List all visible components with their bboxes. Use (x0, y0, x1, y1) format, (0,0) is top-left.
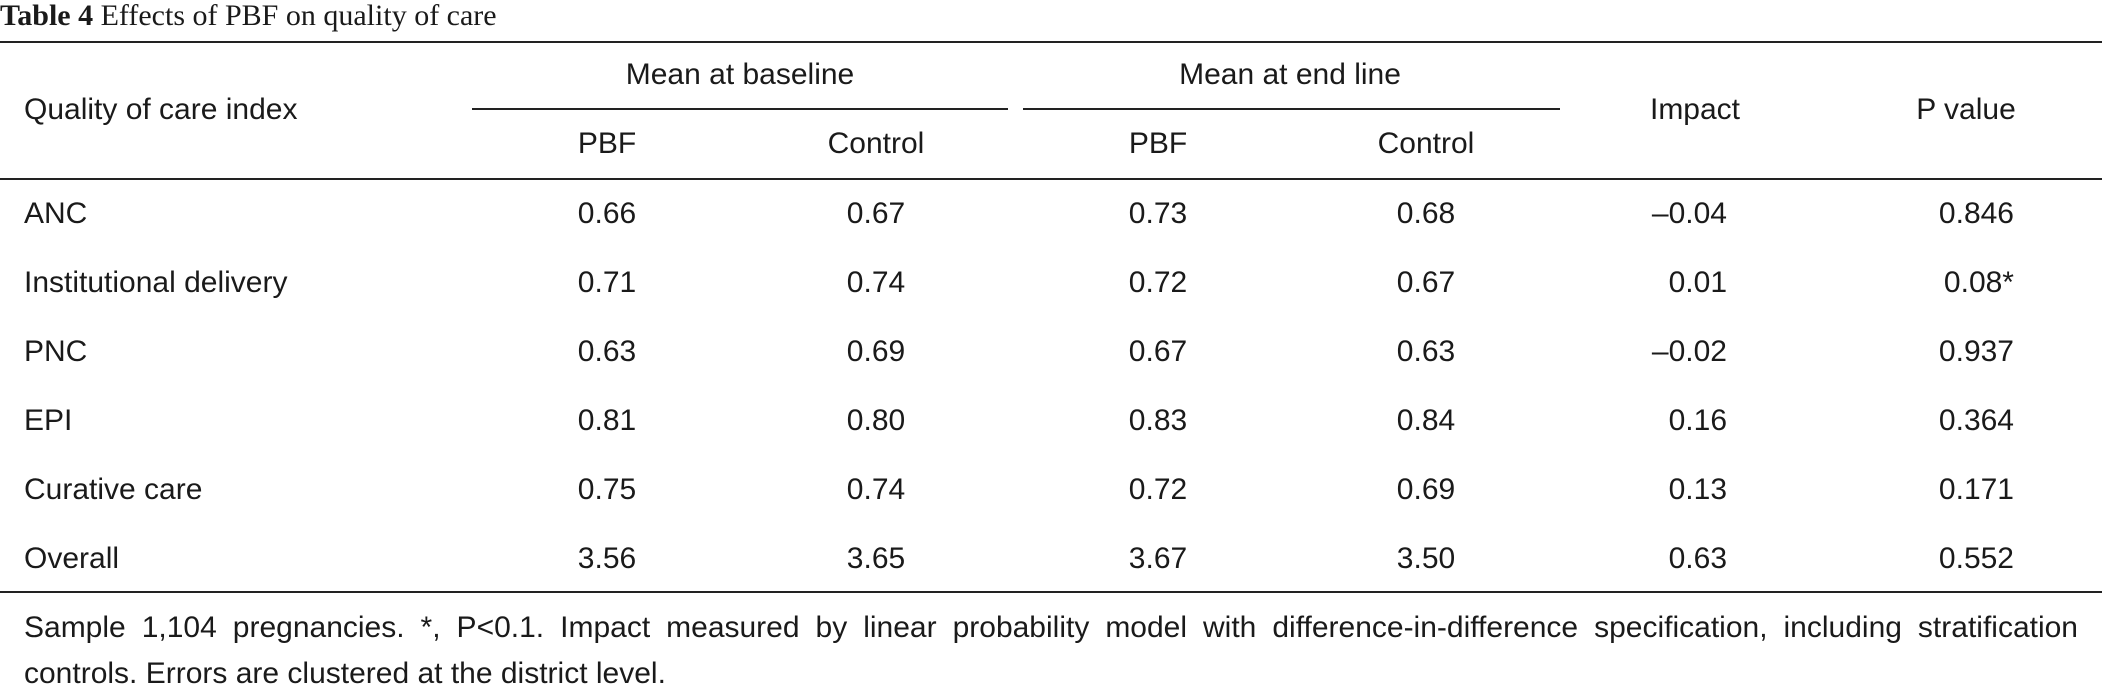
header-endline-control: Control (1377, 127, 1475, 160)
baseline-control-cell: 0.80 (846, 404, 906, 437)
impact-cell: –0.02 (1651, 335, 1727, 368)
row-label: ANC (24, 197, 88, 230)
endline-control-cell: 0.67 (1396, 266, 1456, 299)
table-label: Table 4 (0, 0, 94, 32)
p-value-cell: 0.846 (1938, 197, 2014, 230)
table-title: Effects of PBF on quality of care (100, 0, 497, 32)
baseline-pbf-cell: 0.66 (577, 197, 637, 230)
baseline-pbf-cell: 0.71 (577, 266, 637, 299)
header-group-endline: Mean at end line (1179, 58, 1401, 91)
baseline-control-cell: 3.65 (846, 542, 906, 575)
endline-pbf-cell: 0.72 (1128, 266, 1188, 299)
endline-pbf-cell: 0.83 (1128, 404, 1188, 437)
baseline-control-cell: 0.67 (846, 197, 906, 230)
p-value-cell: 0.08* (1943, 266, 2014, 299)
endline-control-cell: 0.63 (1396, 335, 1456, 368)
header-endline-pbf: PBF (1128, 127, 1188, 160)
endline-pbf-cell: 3.67 (1128, 542, 1188, 575)
table-footnote: Sample 1,104 pregnancies. *, P<0.1. Impa… (24, 611, 2078, 690)
p-value-cell: 0.937 (1938, 335, 2014, 368)
row-label: Institutional delivery (24, 266, 288, 299)
header-impact: Impact (1649, 93, 1741, 126)
baseline-pbf-cell: 0.75 (577, 473, 637, 506)
impact-cell: 0.16 (1668, 404, 1727, 437)
header-group-baseline: Mean at baseline (625, 58, 855, 91)
impact-cell: 0.63 (1668, 542, 1727, 575)
impact-cell: 0.01 (1668, 266, 1727, 299)
header-bottom-rule (0, 178, 2102, 180)
row-label: Overall (24, 542, 120, 575)
table-caption: Table 4 Effects of PBF on quality of car… (0, 0, 497, 34)
endline-pbf-cell: 0.72 (1128, 473, 1188, 506)
bottom-rule (0, 591, 2102, 593)
header-p-value: P value (1916, 93, 2016, 126)
baseline-control-cell: 0.69 (846, 335, 906, 368)
endline-pbf-cell: 0.73 (1128, 197, 1188, 230)
endline-control-cell: 0.69 (1396, 473, 1456, 506)
p-value-cell: 0.171 (1938, 473, 2014, 506)
endline-control-cell: 0.84 (1396, 404, 1456, 437)
header-row-label: Quality of care index (24, 93, 298, 126)
row-label: EPI (24, 404, 73, 437)
impact-cell: 0.13 (1668, 473, 1727, 506)
baseline-pbf-cell: 0.63 (577, 335, 637, 368)
header-baseline-pbf: PBF (577, 127, 637, 160)
p-value-cell: 0.364 (1938, 404, 2014, 437)
baseline-pbf-cell: 3.56 (577, 542, 637, 575)
endline-control-cell: 3.50 (1396, 542, 1456, 575)
top-rule (0, 41, 2102, 43)
row-label: Curative care (24, 473, 203, 506)
header-baseline-control: Control (827, 127, 925, 160)
baseline-control-cell: 0.74 (846, 473, 906, 506)
impact-cell: –0.04 (1651, 197, 1727, 230)
endline-pbf-cell: 0.67 (1128, 335, 1188, 368)
p-value-cell: 0.552 (1938, 542, 2014, 575)
endline-group-rule (1023, 108, 1560, 110)
endline-control-cell: 0.68 (1396, 197, 1456, 230)
row-label: PNC (24, 335, 88, 368)
baseline-pbf-cell: 0.81 (577, 404, 637, 437)
baseline-group-rule (472, 108, 1008, 110)
baseline-control-cell: 0.74 (846, 266, 906, 299)
